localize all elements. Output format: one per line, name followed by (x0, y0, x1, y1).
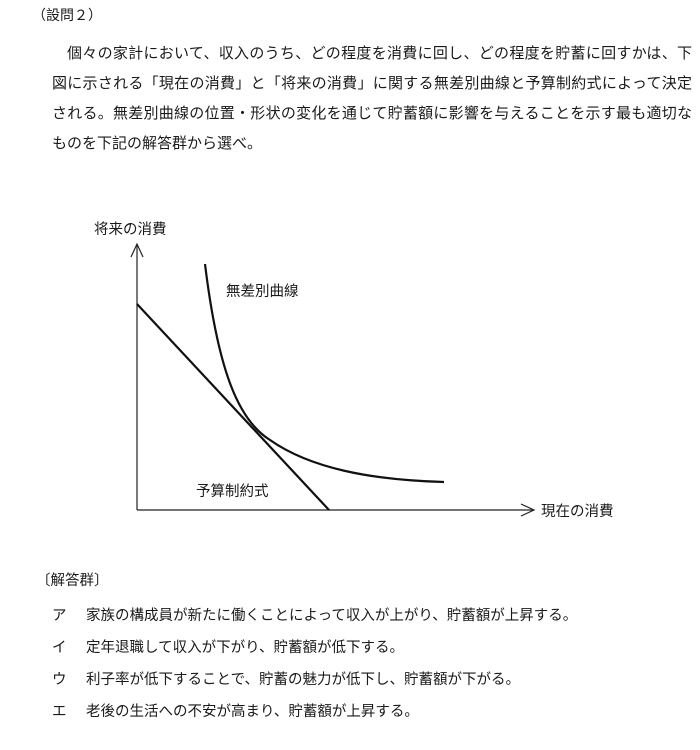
answer-mark: ア (52, 608, 67, 624)
question-text: 個々の家計において、収入のうち、どの程度を消費に回し、どの程度を貯蓄に回すかは、… (52, 44, 692, 152)
answer-group-header: 〔解答群〕 (36, 573, 109, 589)
answer-option-a[interactable]: ア 家族の構成員が新たに働くことによって収入が上がり、貯蓄額が上昇する。 (52, 600, 577, 632)
indifference-curve (203, 263, 445, 484)
answer-mark: イ (52, 640, 67, 656)
x-axis-arrow (520, 503, 536, 517)
answer-mark: エ (52, 704, 67, 720)
y-axis-arrow (130, 242, 144, 258)
answer-option-d[interactable]: エ 老後の生活への不安が高まり、貯蓄額が上昇する。 (52, 696, 577, 728)
answer-option-b[interactable]: イ 定年退職して収入が下がり、貯蓄額が低下する。 (52, 632, 577, 664)
answer-text: 利子率が低下することで、貯蓄の魅力が低下し、貯蓄額が下がる。 (86, 672, 520, 688)
answer-list: ア 家族の構成員が新たに働くことによって収入が上がり、貯蓄額が上昇する。 イ 定年退… (52, 600, 577, 728)
answer-text: 老後の生活への不安が高まり、貯蓄額が上昇する。 (86, 704, 419, 720)
budget-constraint-label: 予算制約式 (196, 483, 269, 500)
budget-constraint-line (136, 303, 330, 511)
answer-option-c[interactable]: ウ 利子率が低下することで、貯蓄の魅力が低下し、貯蓄額が下がる。 (52, 664, 577, 696)
answer-text: 家族の構成員が新たに働くことによって収入が上がり、貯蓄額が上昇する。 (86, 608, 578, 624)
y-axis-label: 将来の消費 (94, 221, 167, 238)
x-axis-label: 現在の消費 (541, 503, 614, 520)
answer-text: 定年退職して収入が下がり、貯蓄額が低下する。 (86, 640, 404, 656)
answer-mark: ウ (52, 672, 67, 688)
question-number: （設問２） (32, 8, 102, 24)
indifference-curve-label: 無差別曲線 (226, 283, 299, 300)
